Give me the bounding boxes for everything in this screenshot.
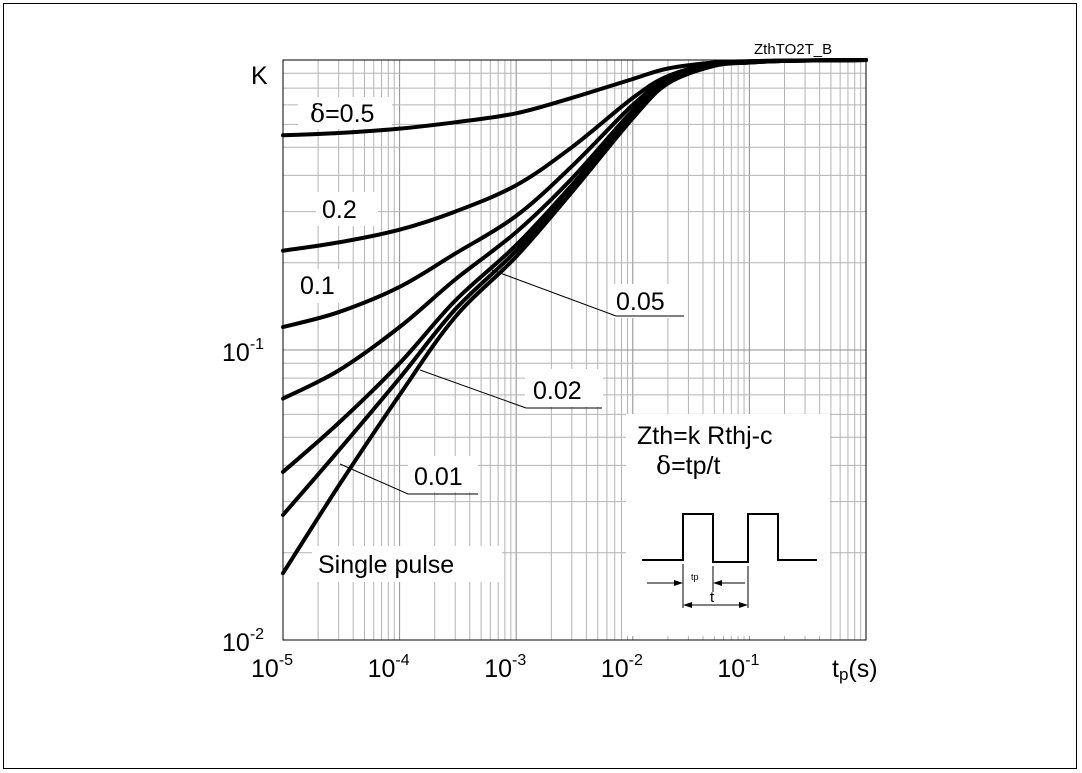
curve-label-0.02: 0.02 xyxy=(533,377,582,405)
figure-frame: δ=0.5 0.2 0.1 0.05 0.02 0.01 Single puls… xyxy=(3,3,1077,769)
tp-arrowhead-left xyxy=(674,580,683,586)
t-label: t xyxy=(710,589,715,606)
leader-0.01 xyxy=(339,463,478,495)
curves xyxy=(281,58,868,576)
y-axis-label: K xyxy=(251,62,268,90)
label-bg-0.02 xyxy=(525,369,603,407)
x-tick-label: 10-1 xyxy=(717,652,759,683)
y-tick-labels: 10-1 10-2 xyxy=(222,336,264,657)
curve-label-0.1: 0.1 xyxy=(300,272,335,300)
t-arrowhead-right xyxy=(739,602,748,608)
x-tick-label: 10-3 xyxy=(484,652,526,683)
label-bg-0.5 xyxy=(298,97,392,129)
pulse-waveform xyxy=(642,513,817,563)
label-bg-0.01 xyxy=(408,456,478,492)
tp-label: tp xyxy=(691,572,699,582)
pulse-diagram: tp t xyxy=(642,513,817,608)
formula-inset xyxy=(626,414,830,636)
label-bg-0.1 xyxy=(294,269,352,303)
leader-0.05 xyxy=(491,269,684,317)
x-tick-labels: 10-5 10-4 10-3 10-2 10-1 xyxy=(251,652,760,683)
y-tick-label: 10-1 xyxy=(222,336,264,367)
tp-arrowhead-right xyxy=(713,580,722,586)
x-axis-label: tp(s) xyxy=(832,655,878,684)
curve-label-0.5: δ=0.5 xyxy=(310,99,374,128)
y-tick-label: 10-2 xyxy=(222,626,264,657)
delta-definition: δ=tp/t xyxy=(656,451,720,480)
curve-label-0.05: 0.05 xyxy=(616,288,665,316)
figure-id: ZthTO2T_B xyxy=(754,41,832,58)
x-tick-label: 10-2 xyxy=(601,652,643,683)
x-tick-label: 10-5 xyxy=(251,652,293,683)
x-tick-label: 10-4 xyxy=(368,652,410,683)
curve-label-0.2: 0.2 xyxy=(322,196,357,224)
t-arrowhead-left xyxy=(683,602,692,608)
curve-label-0.01: 0.01 xyxy=(414,463,463,491)
leader-0.02 xyxy=(419,369,602,409)
label-bg-0.05 xyxy=(612,284,682,318)
thermal-impedance-chart: δ=0.5 0.2 0.1 0.05 0.02 0.01 Single puls… xyxy=(222,41,878,684)
label-bg-single xyxy=(312,546,502,582)
curve-label-single-pulse: Single pulse xyxy=(318,551,454,579)
plot-border xyxy=(282,59,867,641)
curve-series-6 xyxy=(281,58,868,576)
label-bg-0.2 xyxy=(316,192,378,226)
formula-text: Zth=k Rthj-c xyxy=(637,422,772,450)
